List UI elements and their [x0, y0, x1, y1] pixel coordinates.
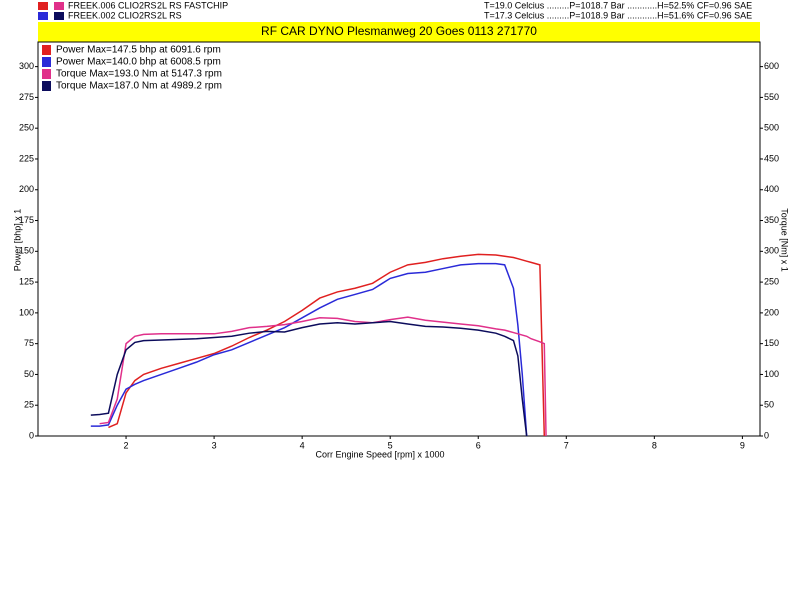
- y-tick-label: 0: [29, 430, 34, 440]
- chart-title: RF CAR DYNO Plesmanweg 20 Goes 0113 2717…: [261, 24, 537, 38]
- x-tick-label: 5: [388, 440, 393, 450]
- x-tick-label: 7: [564, 440, 569, 450]
- legend-label: Power Max=147.5 bhp at 6091.6 rpm: [56, 45, 221, 56]
- y2-tick-label: 300: [764, 246, 779, 256]
- legend-swatch: [42, 81, 51, 91]
- x-tick-label: 4: [300, 440, 305, 450]
- run-description: 2L RS: [157, 10, 182, 20]
- y-tick-label: 200: [19, 184, 34, 194]
- run-file: FREEK.006 CLIO2RS: [68, 0, 157, 10]
- y-tick-label: 75: [24, 338, 34, 348]
- title-bar: [38, 22, 760, 42]
- y-tick-label: 100: [19, 307, 34, 317]
- y-tick-label: 125: [19, 276, 34, 286]
- y-tick-label: 25: [24, 400, 34, 410]
- y2-tick-label: 100: [764, 369, 779, 379]
- y2-tick-label: 600: [764, 61, 779, 71]
- y2-tick-label: 500: [764, 123, 779, 133]
- plot-frame: [37, 41, 761, 437]
- x-tick-label: 2: [124, 440, 129, 450]
- y-tick-label: 275: [19, 92, 34, 102]
- y-tick-label: 175: [19, 215, 34, 225]
- y-tick-label: 225: [19, 153, 34, 163]
- y2-tick-label: 400: [764, 184, 779, 194]
- x-tick-label: 3: [212, 440, 217, 450]
- legend-label: Torque Max=193.0 Nm at 5147.3 rpm: [56, 69, 222, 80]
- y2-tick-label: 150: [764, 338, 779, 348]
- y-tick-label: 300: [19, 61, 34, 71]
- run-swatch: [54, 12, 64, 20]
- legend-swatch: [42, 69, 51, 79]
- legend-swatch: [42, 57, 51, 67]
- y2-tick-label: 450: [764, 153, 779, 163]
- y2-tick-label: 350: [764, 215, 779, 225]
- run-swatch: [38, 2, 48, 10]
- run-conditions: T=19.0 Celcius .........P=1018.7 Bar ...…: [484, 0, 752, 10]
- run-swatch: [38, 12, 48, 20]
- y-tick-label: 150: [19, 246, 34, 256]
- run-description: 2L RS FASTCHIP: [157, 0, 228, 10]
- legend-box: [40, 44, 232, 96]
- series-line: [108, 253, 546, 437]
- x-tick-label: 6: [476, 440, 481, 450]
- run-file: FREEK.002 CLIO2RS: [68, 10, 157, 20]
- y2-tick-label: 250: [764, 276, 779, 286]
- x-tick-label: 8: [652, 440, 657, 450]
- x-axis-label: Corr Engine Speed [rpm] x 1000: [315, 449, 444, 459]
- legend-label: Torque Max=187.0 Nm at 4989.2 rpm: [56, 81, 222, 92]
- y2-tick-label: 50: [764, 400, 774, 410]
- series-line: [90, 262, 528, 437]
- y-tick-label: 50: [24, 369, 34, 379]
- y2-tick-label: 200: [764, 307, 779, 317]
- run-swatch: [54, 2, 64, 10]
- series-line: [99, 316, 547, 437]
- series-line: [90, 320, 528, 437]
- legend-swatch: [42, 45, 51, 55]
- y2-tick-label: 0: [764, 430, 769, 440]
- y2-tick-label: 550: [764, 92, 779, 102]
- legend-label: Power Max=140.0 bhp at 6008.5 rpm: [56, 57, 221, 68]
- x-tick-label: 9: [740, 440, 745, 450]
- run-conditions: T=17.3 Celcius .........P=1018.9 Bar ...…: [484, 10, 752, 20]
- y2-axis-label: Torque [Nm] x 1: [780, 208, 790, 272]
- y-axis-label: Power [bhp] x 1: [12, 209, 22, 272]
- y-tick-label: 250: [19, 123, 34, 133]
